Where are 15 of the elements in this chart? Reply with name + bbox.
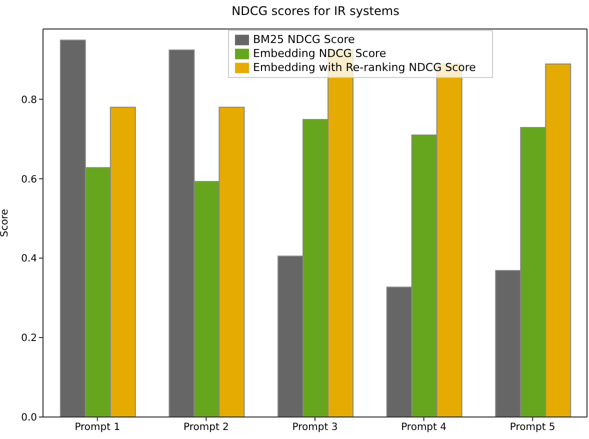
- y-tick-label: 0.8: [21, 94, 37, 106]
- legend-label: Embedding NDCG Score: [253, 47, 386, 60]
- x-tick-label: Prompt 3: [292, 422, 338, 434]
- x-tick-label: Prompt 4: [401, 422, 447, 434]
- x-tick-label: Prompt 1: [74, 422, 120, 434]
- legend-label: Embedding with Re-ranking NDCG Score: [253, 61, 476, 74]
- y-tick-label: 0.6: [21, 174, 37, 186]
- chart-title: NDCG scores for IR systems: [230, 4, 400, 18]
- legend-label: BM25 NDCG Score: [253, 33, 355, 46]
- y-tick-label: 0.2: [21, 333, 37, 344]
- y-tick-label: 0.0: [21, 412, 37, 424]
- y-tick-label: 0.4: [21, 254, 37, 265]
- y-axis-title: Score: [0, 208, 11, 238]
- x-tick-label: Prompt 2: [183, 422, 229, 434]
- x-tick-label: Prompt 5: [510, 422, 556, 434]
